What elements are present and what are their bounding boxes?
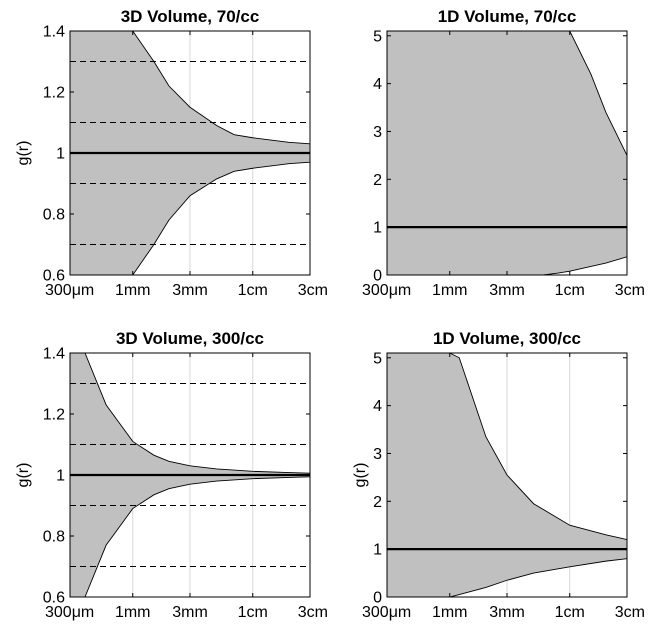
y-tick-label: 0 [373,268,382,285]
confidence-band [387,31,627,275]
x-tick-label: 3mm [489,282,525,299]
chart-panel-4: 0 1 2 3 4 5 300μm 1mm 3mm 1cm 3cm 1D Volume, 300/cc… [352,329,645,621]
y-tick-label: 0.6 [43,590,65,607]
y-tick-label: 0 [373,590,382,607]
y-tick-label: 1.2 [43,85,65,102]
y-tick-label: 5 [373,350,382,367]
y-tick-label: 1 [56,146,65,163]
x-tick-label: 1cm [555,604,585,621]
x-tick-label: 300μm [362,282,411,299]
y-axis-label: g(r) [15,463,32,488]
plot-inner [387,31,627,275]
chart-title: 1D Volume, 300/cc [433,329,581,348]
x-tick-label: 3mm [172,282,208,299]
chart-title: 3D Volume, 70/cc [121,7,260,26]
x-tick-label: 3cm [298,604,328,621]
x-tick-label: 3mm [489,604,525,621]
y-axis-label: g(r) [352,463,369,488]
chart-title: 3D Volume, 300/cc [116,329,264,348]
chart-title: 1D Volume, 70/cc [438,7,577,26]
x-tick-label: 1mm [115,282,151,299]
y-tick-label: 3 [373,124,382,141]
chart-panel-2: 0 1 2 3 4 5 300μm 1mm 3mm 1cm 3cm 1D Volume, 70/cc [362,7,645,299]
y-tick-label: 1 [373,542,382,559]
x-tick-label: 300μm [362,604,411,621]
x-tick-label: 3mm [172,604,208,621]
y-tick-label: 0.6 [43,268,65,285]
plot-inner [70,353,310,597]
x-tick-label: 300μm [45,282,94,299]
x-tick-label: 1cm [555,282,585,299]
y-tick-label: 5 [373,28,382,45]
x-tick-label: 3cm [298,282,328,299]
y-tick-label: 4 [373,398,382,415]
y-tick-label: 1 [373,220,382,237]
x-tick-label: 3cm [615,604,645,621]
y-axis-label: g(r) [15,141,32,166]
confidence-band [387,353,627,597]
y-tick-label: 2 [373,494,382,511]
y-tick-label: 0.8 [43,529,65,546]
y-tick-label: 1.4 [43,24,65,41]
x-tick-label: 300μm [45,604,94,621]
chart-panel-3: 0.6 0.8 1 1.2 1.4 300μm 1mm 3mm 1cm 3cm 3D Volume,… [15,329,328,621]
x-tick-label: 1mm [432,282,468,299]
y-tick-label: 1.2 [43,407,65,424]
chart-panel-1: 0.6 0.8 1 1.2 1.4 300μm 1mm 3mm 1cm 3cm 3D Volume,… [15,7,328,299]
x-tick-label: 3cm [615,282,645,299]
y-tick-label: 1 [56,468,65,485]
x-tick-label: 1mm [115,604,151,621]
y-tick-label: 0.8 [43,207,65,224]
y-tick-label: 1.4 [43,346,65,363]
plot-inner [387,353,627,597]
y-tick-label: 2 [373,172,382,189]
x-tick-label: 1mm [432,604,468,621]
plot-inner [70,31,310,275]
y-tick-label: 3 [373,446,382,463]
x-tick-label: 1cm [238,604,268,621]
y-tick-label: 4 [373,76,382,93]
x-tick-label: 1cm [238,282,268,299]
